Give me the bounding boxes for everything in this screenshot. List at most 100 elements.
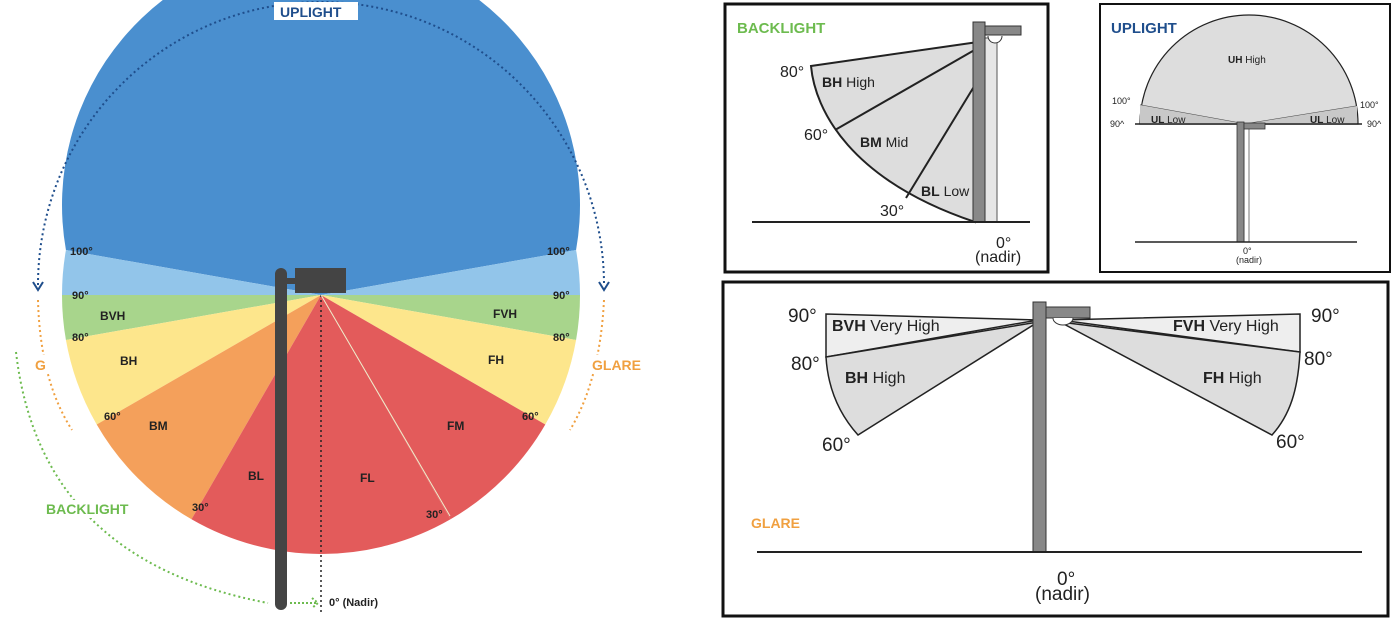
backlight-title: BACKLIGHT bbox=[46, 501, 129, 517]
svg-text:UL Low: UL Low bbox=[1151, 115, 1186, 126]
glare-nadir-deg: 0° bbox=[1057, 569, 1075, 590]
deg-60-left: 60° bbox=[104, 411, 121, 423]
uplight-nadir-deg: 0° bbox=[1243, 246, 1252, 256]
glare-80-left: 80° bbox=[791, 354, 820, 375]
ul-code-right: UL bbox=[1310, 115, 1323, 126]
sector-fvh bbox=[321, 295, 580, 340]
uh-name: High bbox=[1245, 55, 1266, 66]
sector-bvh bbox=[62, 295, 321, 340]
bl-code: BL bbox=[921, 183, 940, 199]
sector-uplight-1 bbox=[321, 250, 580, 295]
bvh-code: BVH bbox=[832, 318, 866, 335]
svg-text:BM Mid: BM Mid bbox=[860, 134, 908, 150]
bm-code: BM bbox=[860, 134, 882, 150]
deg-90-right: 90° bbox=[553, 290, 570, 302]
deg-100-right: 100° bbox=[547, 246, 570, 258]
uplight-100-right: 100° bbox=[1360, 100, 1379, 110]
deg-80-left: 80° bbox=[72, 332, 89, 344]
deg-30-left: 30° bbox=[192, 502, 209, 514]
sector-label-bl: BL bbox=[248, 469, 264, 483]
deg-30-right: 30° bbox=[426, 509, 443, 521]
sector-uplight-2 bbox=[62, 250, 321, 295]
sector-label-fm: FM bbox=[447, 419, 464, 433]
glare-60-right: 60° bbox=[1276, 432, 1305, 453]
svg-text:BH High: BH High bbox=[845, 370, 905, 387]
fh-name: High bbox=[1229, 370, 1262, 387]
sector-label-bvh: BVH bbox=[100, 309, 125, 323]
uplight-panel-title: UPLIGHT bbox=[1111, 20, 1177, 37]
sector-bm bbox=[96, 295, 321, 520]
angle-30: 30° bbox=[880, 203, 904, 220]
deg-90-left: 90° bbox=[72, 290, 89, 302]
uplight-100-left: 100° bbox=[1112, 96, 1131, 106]
ul-name-left: Low bbox=[1167, 115, 1186, 126]
sector-label-bm: BM bbox=[149, 419, 168, 433]
fh-code: FH bbox=[1203, 370, 1224, 387]
deg-100-left: 100° bbox=[70, 246, 93, 258]
sector-uplight-0 bbox=[62, 0, 580, 295]
glare-title-right: GLARE bbox=[592, 357, 641, 373]
svg-text:FVH Very High: FVH Very High bbox=[1173, 318, 1279, 335]
left-sector-group bbox=[62, 0, 580, 554]
uplight-90-right: 90^ bbox=[1367, 119, 1382, 129]
backlight-arc bbox=[15, 351, 269, 604]
bvh-name: Very High bbox=[870, 318, 939, 335]
sector-bh bbox=[65, 295, 322, 425]
bh-code: BH bbox=[822, 74, 842, 90]
uplight-arrow-left-icon bbox=[32, 281, 44, 292]
bh-glare-code: BH bbox=[845, 370, 868, 387]
deg-80-right: 80° bbox=[553, 332, 570, 344]
glare-title-left: G bbox=[35, 357, 46, 373]
nadir-text: (nadir) bbox=[975, 249, 1021, 266]
pole-arm bbox=[285, 278, 297, 284]
bm-name: Mid bbox=[886, 134, 909, 150]
bh-glare-name: High bbox=[873, 370, 906, 387]
sector-label-bh: BH bbox=[120, 354, 137, 368]
glare-arc-left bbox=[37, 299, 73, 431]
uplight-nadir-text: (nadir) bbox=[1236, 255, 1262, 265]
angle-80: 80° bbox=[780, 64, 804, 81]
uplight-panel: UPLIGHT UH High UL Low UL Low 100° 100° … bbox=[1099, 3, 1391, 273]
svg-text:UL Low: UL Low bbox=[1310, 115, 1345, 126]
sector-fm bbox=[321, 295, 546, 520]
glare-arc-right bbox=[569, 299, 605, 431]
backlight-arrow-icon bbox=[290, 597, 320, 609]
glare-80-right: 80° bbox=[1304, 349, 1333, 370]
glare-60-left: 60° bbox=[822, 435, 851, 456]
svg-text:BL Low: BL Low bbox=[921, 183, 970, 199]
nadir-deg: 0° bbox=[996, 235, 1011, 252]
uh-code: UH bbox=[1228, 55, 1242, 66]
sector-label-fvh: FVH bbox=[493, 307, 517, 321]
ul-code-left: UL bbox=[1151, 115, 1164, 126]
backlight-panel: BACKLIGHT BH High BM Mid BL Low 80° 60° … bbox=[723, 2, 1050, 274]
svg-text:FH High: FH High bbox=[1203, 370, 1262, 387]
nadir-label: 0° (Nadir) bbox=[329, 597, 378, 609]
glare-90-left: 90° bbox=[788, 306, 817, 327]
luminaire bbox=[295, 268, 346, 293]
angle-60: 60° bbox=[804, 127, 828, 144]
fl-fm-divider bbox=[320, 294, 451, 517]
svg-text:UH High: UH High bbox=[1228, 55, 1266, 66]
deg-60-right: 60° bbox=[522, 411, 539, 423]
glare-panel: GLARE BVH Very High BH High FVH Very Hig… bbox=[721, 280, 1390, 618]
svg-text:BH High: BH High bbox=[822, 74, 875, 90]
bh-name: High bbox=[846, 74, 875, 90]
glare-nadir-text: (nadir) bbox=[1035, 584, 1090, 605]
svg-text:BVH Very High: BVH Very High bbox=[832, 318, 940, 335]
sector-label-fl: FL bbox=[360, 471, 375, 485]
sector-fl bbox=[321, 295, 451, 554]
glare-90-right: 90° bbox=[1311, 306, 1340, 327]
fvh-code: FVH bbox=[1173, 318, 1205, 335]
fvh-name: Very High bbox=[1209, 318, 1278, 335]
glare-panel-title: GLARE bbox=[751, 515, 800, 531]
sector-fh bbox=[321, 295, 577, 425]
sector-bl bbox=[191, 295, 321, 554]
uplight-arrow-right-icon bbox=[598, 281, 610, 292]
sector-label-fh: FH bbox=[488, 353, 504, 367]
uplight-title: UPLIGHT bbox=[280, 4, 342, 20]
backlight-panel-title: BACKLIGHT bbox=[737, 20, 825, 37]
bl-name: Low bbox=[944, 183, 971, 199]
ul-name-right: Low bbox=[1326, 115, 1345, 126]
uplight-90-left: 90^ bbox=[1110, 119, 1125, 129]
